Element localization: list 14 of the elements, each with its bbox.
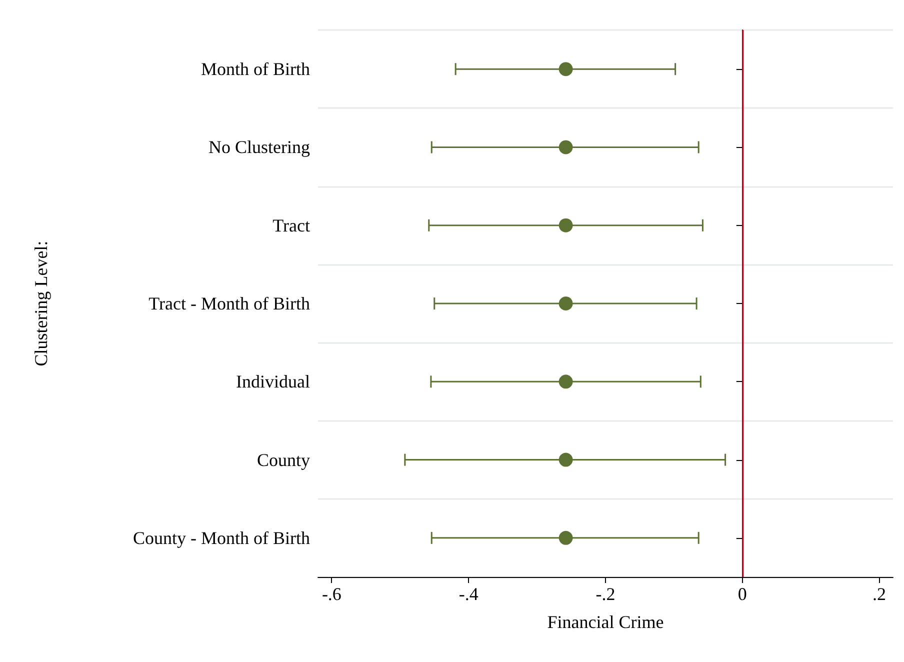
y-tick-label: Individual — [236, 372, 310, 392]
y-tick-label: County - Month of Birth — [132, 528, 310, 548]
x-tick-label: -.4 — [458, 584, 478, 604]
y-tick-label: Tract — [272, 215, 310, 236]
x-tick-label: -.6 — [322, 584, 342, 604]
x-tick-label: .2 — [872, 584, 886, 604]
y-tick-label: County — [256, 450, 310, 470]
x-axis-title: Financial Crime — [547, 612, 664, 632]
x-tick-label: -.2 — [596, 584, 616, 604]
y-tick-label: Tract - Month of Birth — [148, 294, 310, 314]
y-tick-label: Month of Birth — [200, 59, 310, 80]
y-axis-title: Clustering Level: — [31, 240, 51, 366]
x-tick-label: 0 — [738, 584, 747, 604]
y-tick-label: No Clustering — [208, 137, 310, 158]
